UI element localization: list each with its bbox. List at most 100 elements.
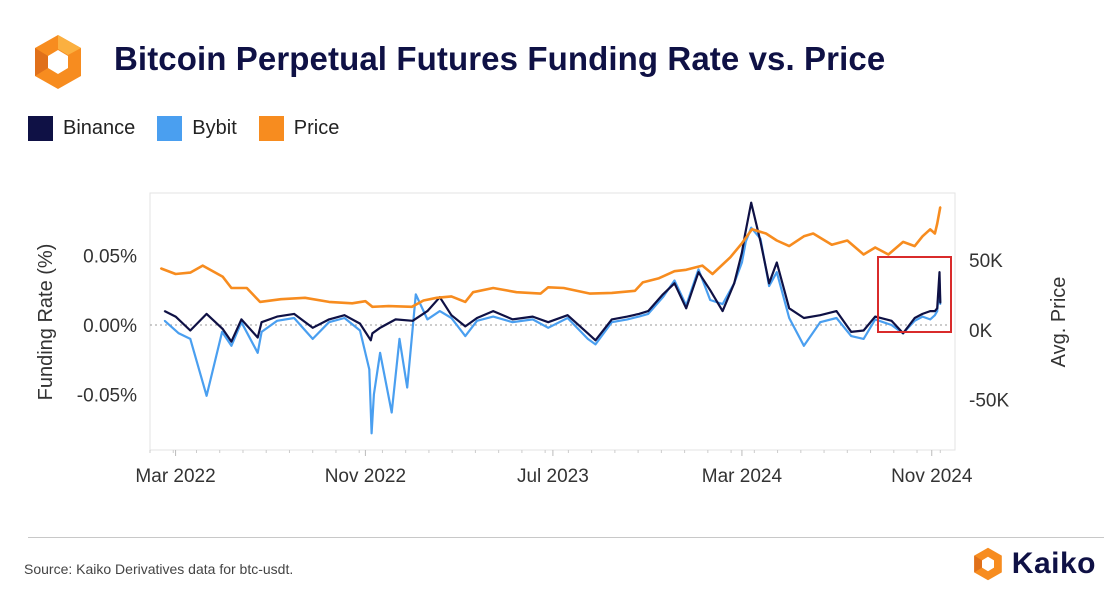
data-point-bybit [390, 411, 393, 414]
data-point-binance [260, 321, 263, 324]
data-point-binance [586, 332, 589, 335]
data-point-bybit [205, 394, 208, 397]
y2-tick-label: -50K [969, 391, 1009, 412]
data-point-bybit [547, 326, 550, 329]
data-point-price [589, 292, 591, 295]
data-point-bybit [230, 344, 233, 347]
data-point-bybit [934, 314, 936, 317]
data-point-binance [874, 315, 877, 318]
data-point-bybit [874, 318, 877, 321]
data-point-binance [775, 261, 778, 264]
data-point-binance [936, 307, 939, 310]
data-point-binance [547, 321, 550, 324]
data-point-price [929, 228, 932, 231]
data-point-price [765, 232, 767, 235]
data-point-binance [913, 317, 916, 319]
data-point-price [422, 299, 425, 302]
data-point-binance [803, 317, 805, 319]
data-point-binance [476, 317, 478, 319]
data-point-binance [311, 326, 314, 329]
series-layer [159, 201, 942, 435]
data-point-bybit [638, 315, 640, 318]
data-point-price [741, 242, 743, 245]
data-point-binance [862, 329, 865, 332]
data-point-binance [426, 310, 429, 312]
data-point-bybit [438, 310, 441, 312]
data-point-price [539, 292, 542, 295]
data-point-bybit [359, 329, 361, 332]
data-point-binance [610, 318, 613, 321]
data-point-bybit [921, 315, 924, 318]
data-point-bybit [328, 321, 330, 324]
legend-label-bybit: Bybit [192, 117, 237, 139]
data-point-bybit [647, 313, 650, 315]
data-point-binance [709, 289, 712, 292]
legend-item-binance: Binance [28, 116, 135, 141]
data-point-binance [662, 293, 664, 296]
y2-tick-label: 0K [969, 321, 993, 342]
data-point-binance [566, 314, 569, 317]
data-point-price [830, 243, 833, 246]
data-point-bybit [511, 321, 514, 324]
data-point-binance [205, 313, 208, 315]
data-point-binance [359, 322, 361, 325]
data-point-bybit [788, 317, 791, 319]
kaiko-logo-icon [35, 35, 81, 89]
data-point-binance [788, 307, 791, 310]
data-point-price [887, 253, 890, 256]
data-point-bybit [709, 299, 712, 301]
data-point-bybit [697, 268, 700, 271]
source-note: Source: Kaiko Derivatives data for btc-u… [24, 561, 294, 577]
data-point-binance [256, 336, 259, 339]
data-point-price [812, 232, 815, 235]
data-point-price [450, 295, 453, 298]
data-point-bybit [890, 324, 893, 326]
data-point-bybit [744, 240, 747, 243]
data-point-binance [938, 271, 941, 274]
data-point-binance [163, 310, 166, 312]
x-tick-label: Jul 2023 [517, 466, 589, 487]
kaiko-brand-icon [973, 547, 1002, 581]
data-point-price [921, 235, 924, 238]
data-point-bybit [343, 317, 346, 319]
data-point-price [846, 239, 849, 242]
data-point-price [492, 287, 495, 289]
data-point-price [658, 277, 660, 280]
data-point-bybit [492, 315, 495, 318]
data-point-bybit [276, 319, 278, 322]
data-point-price [685, 268, 688, 271]
data-point-binance [939, 301, 942, 304]
data-point-binance [750, 201, 753, 204]
gridlines [150, 324, 955, 456]
data-point-bybit [177, 332, 180, 335]
funding-rate-chart: 0.05% 0.00% -0.05% 50K 0K -50K Mar 2022 Nov 2… [35, 192, 1070, 487]
data-point-bybit [850, 335, 853, 337]
data-point-price [547, 286, 550, 289]
series-line-price [160, 206, 942, 309]
x-tick-label: Mar 2022 [135, 466, 215, 487]
data-point-price [174, 273, 177, 275]
data-point-bybit [939, 303, 942, 305]
data-point-bybit [586, 338, 589, 340]
data-point-bybit [189, 338, 192, 340]
data-point-bybit [626, 318, 629, 321]
brand-text: Kaiko [1011, 547, 1096, 580]
legend-item-price: Price [258, 116, 339, 141]
data-point-bybit [414, 293, 417, 296]
data-point-price [259, 301, 261, 303]
data-point-binance [189, 329, 192, 332]
data-point-binance [647, 310, 650, 312]
data-point-price [351, 302, 354, 305]
data-point-binance [464, 325, 467, 328]
data-point-price [874, 246, 877, 249]
data-point-price [788, 245, 791, 248]
data-point-price [472, 291, 474, 294]
data-point-bybit [256, 351, 259, 354]
data-point-binance [934, 310, 936, 312]
data-point-bybit [662, 296, 664, 299]
data-point-price [803, 235, 805, 238]
data-point-price [934, 232, 936, 235]
data-point-price [729, 256, 732, 259]
data-point-binance [673, 282, 676, 285]
data-point-price [201, 264, 204, 267]
